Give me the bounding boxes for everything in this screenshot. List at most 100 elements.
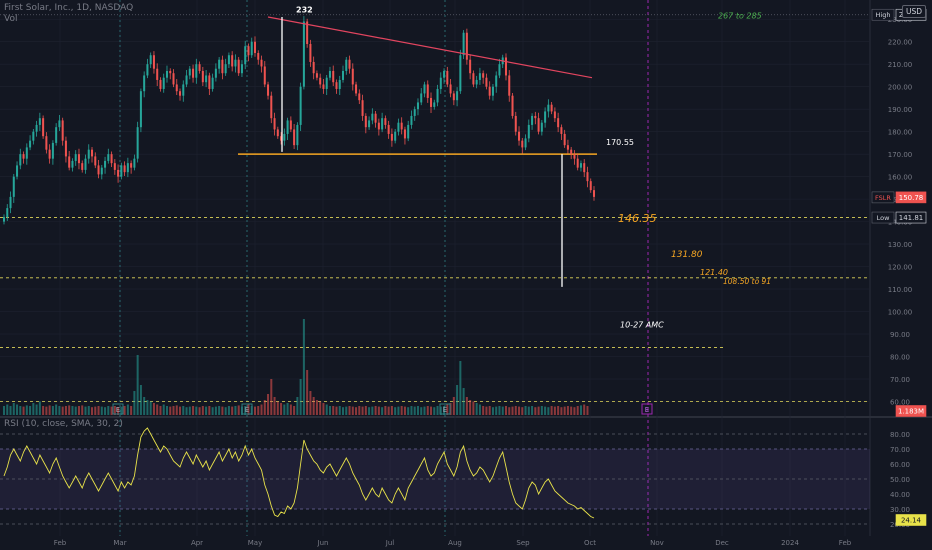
volume-bar (110, 406, 113, 415)
volume-bar (306, 370, 309, 415)
volume-bar (165, 406, 168, 415)
candle-body (91, 149, 94, 157)
candle-body (374, 113, 377, 123)
symbol-title[interactable]: First Solar, Inc., 1D, NASDAQ (4, 3, 134, 13)
candle-body (361, 100, 364, 116)
volume-bar (253, 406, 257, 415)
candle-body (55, 127, 58, 143)
earnings-marker (112, 403, 124, 415)
candle-body (299, 86, 302, 125)
volume-bar (449, 403, 452, 415)
candle-body (351, 68, 354, 85)
volume-bar (381, 407, 384, 415)
candle-body (433, 102, 436, 107)
candle-body (319, 77, 322, 85)
volume-bar (172, 406, 175, 415)
candle-body (341, 70, 345, 80)
volume-bar (576, 406, 579, 415)
volume-bar (495, 406, 498, 415)
fslr-badge-tag-label: FSLR (875, 194, 891, 202)
fslr-badge-value: 150.78 (899, 194, 924, 202)
time-tick-label: May (248, 539, 262, 547)
volume-bar (159, 406, 162, 415)
price-tick-label: 100.00 (888, 309, 913, 317)
candle-body (117, 169, 120, 177)
candle-body (368, 120, 371, 128)
candle-body (579, 163, 582, 168)
candle-body (449, 84, 452, 94)
candle-body (400, 122, 403, 130)
candle-body (570, 149, 573, 155)
volume-bar (374, 406, 377, 415)
price-tick-label: 70.00 (890, 376, 910, 384)
volume-bar (55, 404, 58, 415)
candle-body (358, 93, 361, 101)
volume-bar (586, 406, 589, 415)
low-badge-tag (871, 211, 895, 224)
time-tick-label: 2024 (781, 539, 799, 547)
candle-body (589, 181, 592, 191)
candle-body (462, 32, 465, 56)
price-tick-label: 170.00 (888, 151, 913, 159)
candle-body (306, 21, 309, 44)
volume-bar (175, 405, 178, 415)
volume-bar (133, 391, 136, 415)
candle-body (175, 84, 178, 92)
candle-body (38, 118, 41, 125)
volume-bar (384, 406, 387, 415)
price-tick-label: 210.00 (888, 61, 913, 69)
currency-button[interactable]: USD (901, 5, 926, 18)
volume-bar (524, 406, 527, 415)
volume-bar (198, 407, 201, 415)
candle-body (97, 165, 100, 175)
volume-bar (113, 406, 116, 415)
volume-bar (338, 406, 341, 415)
candle-body (332, 70, 335, 83)
volume-bar (270, 379, 273, 415)
volume-bar (123, 406, 126, 415)
candle-body (416, 102, 419, 110)
volume-bar (364, 406, 367, 415)
rsi-label[interactable]: RSI (10, close, SMA, 30, 2) (4, 419, 123, 429)
time-tick-label: Nov (650, 539, 664, 547)
volume-bar (319, 401, 322, 415)
time-axis: Feb Mar Apr May Jun Jul Aug Sep Oct Nov Dec 2024 Feb (54, 539, 852, 547)
volume-bar (42, 406, 45, 415)
volume-bar (501, 406, 504, 415)
candle-body (126, 163, 129, 173)
volume-bar (403, 406, 406, 415)
volume-bar (139, 385, 142, 415)
candle-body (68, 156, 71, 168)
rsi-tick-label: 30.00 (890, 506, 910, 514)
volume-bar (504, 406, 507, 415)
time-tick-label: Mar (113, 539, 126, 547)
volume-bar (81, 405, 84, 415)
volume-bar (74, 406, 77, 415)
price-tick-label: 60.00 (890, 399, 910, 407)
volume-bar (521, 407, 524, 415)
volume-bar (58, 406, 61, 415)
candle-body (296, 124, 299, 146)
volume-bar (6, 404, 9, 415)
candle-body (430, 97, 433, 107)
candle-body (560, 127, 563, 134)
price-tick-label: 110.00 (888, 286, 913, 294)
volume-bar (309, 391, 312, 415)
candle-body (491, 86, 494, 96)
high-badge-tag (871, 8, 895, 21)
volume-bar (185, 407, 188, 415)
volume-label: Vol (4, 14, 18, 24)
candle-body (120, 165, 123, 177)
volume-bar (410, 406, 413, 415)
candle-body (465, 32, 468, 60)
rsi-tick-label: 60.00 (890, 461, 910, 469)
candle-body (280, 136, 283, 141)
candles (2, 16, 596, 225)
candle-body (315, 73, 318, 78)
candle-body (247, 46, 250, 56)
candle-body (42, 118, 45, 137)
candle-body (485, 77, 488, 87)
target-146: 146.35 (618, 212, 657, 225)
